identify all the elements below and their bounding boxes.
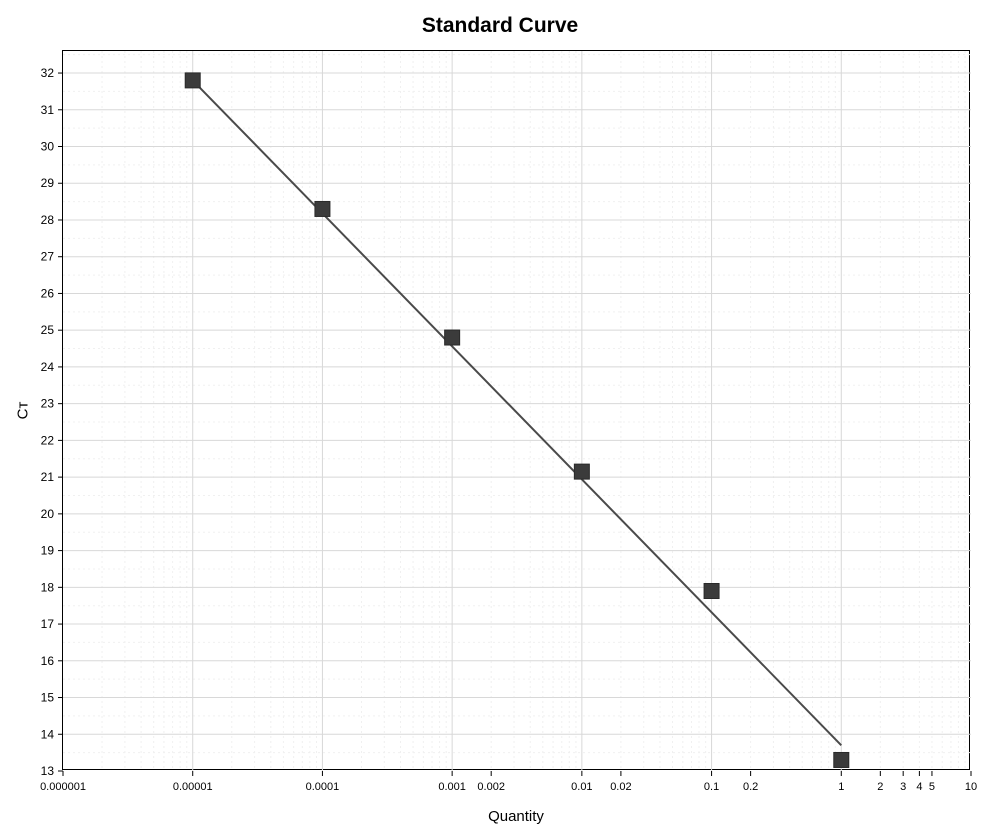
y-tick-label: 15 — [41, 691, 55, 705]
y-tick-label: 17 — [41, 617, 55, 631]
x-minor-tick-label: 0.02 — [610, 781, 631, 793]
y-tick-label: 18 — [41, 580, 55, 594]
y-tick-label: 32 — [41, 66, 55, 80]
regression-line — [193, 80, 842, 745]
data-point — [704, 584, 719, 599]
y-tick-label: 31 — [41, 103, 55, 117]
plot-svg: 0.0000010.000010.00010.0010.010.11100.00… — [63, 51, 971, 771]
data-point — [315, 201, 330, 216]
x-minor-tick-label: 0.2 — [743, 781, 758, 793]
y-tick-label: 24 — [41, 360, 55, 374]
x-tick-label: 1 — [838, 781, 844, 793]
x-tick-label: 0.01 — [571, 781, 592, 793]
y-tick-label: 22 — [41, 433, 55, 447]
y-tick-label: 25 — [41, 323, 55, 337]
y-tick-label: 19 — [41, 544, 55, 558]
y-tick-label: 23 — [41, 397, 55, 411]
y-axis-label: Cᴛ — [14, 402, 31, 420]
x-minor-tick-label: 5 — [929, 781, 935, 793]
x-tick-label: 0.001 — [438, 781, 466, 793]
y-tick-label: 13 — [41, 764, 55, 778]
data-point — [185, 73, 200, 88]
x-tick-label: 10 — [965, 781, 977, 793]
y-tick-label: 30 — [41, 140, 55, 154]
y-tick-label: 20 — [41, 507, 55, 521]
plot-area: 0.0000010.000010.00010.0010.010.11100.00… — [62, 50, 970, 770]
chart-title: Standard Curve — [0, 14, 1000, 38]
standard-curve-chart: Standard Curve 0.0000010.000010.00010.00… — [0, 0, 1000, 833]
x-minor-tick-label: 2 — [877, 781, 883, 793]
y-tick-label: 27 — [41, 250, 55, 264]
x-tick-label: 0.000001 — [40, 781, 86, 793]
x-tick-label: 0.0001 — [306, 781, 340, 793]
x-axis-label: Quantity — [62, 808, 970, 825]
y-tick-label: 21 — [41, 470, 55, 484]
x-minor-tick-label: 0.002 — [477, 781, 505, 793]
y-tick-label: 29 — [41, 176, 55, 190]
data-point — [445, 330, 460, 345]
y-tick-label: 28 — [41, 213, 55, 227]
y-tick-label: 26 — [41, 286, 55, 300]
x-tick-label: 0.00001 — [173, 781, 213, 793]
x-minor-tick-label: 3 — [900, 781, 906, 793]
data-point — [574, 464, 589, 479]
data-point — [834, 752, 849, 767]
x-minor-tick-label: 4 — [916, 781, 922, 793]
y-tick-label: 16 — [41, 654, 55, 668]
y-tick-label: 14 — [41, 727, 55, 741]
x-tick-label: 0.1 — [704, 781, 719, 793]
